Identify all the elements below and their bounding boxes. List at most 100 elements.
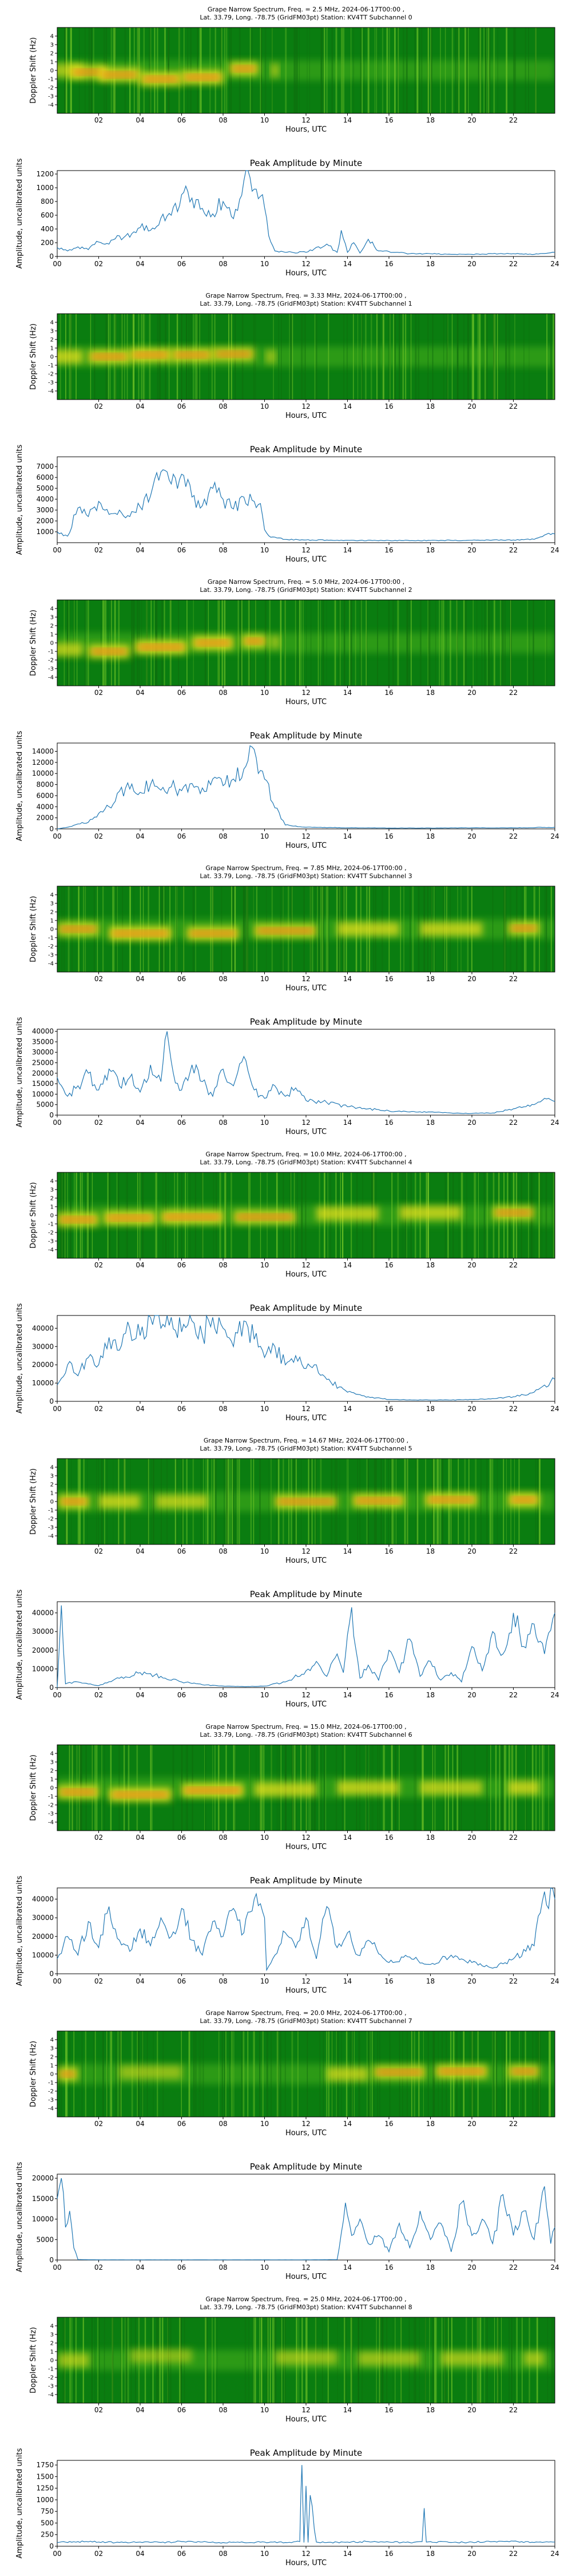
amplitude-xtick-label: 00 — [53, 832, 61, 840]
amplitude-xtick-label: 02 — [94, 260, 103, 268]
spectrogram-streak — [110, 600, 112, 686]
amplitude-xtick-label: 14 — [343, 1119, 352, 1127]
spectrogram-streak — [394, 27, 396, 113]
spectrogram-title-line1: Grape Narrow Spectrum, Freq. = 20.0 MHz,… — [205, 2009, 406, 2017]
spectrogram-streak — [155, 1172, 157, 1258]
spectrogram-streak — [224, 1459, 225, 1544]
spectrogram-streak — [151, 1459, 152, 1544]
spectrogram-streak — [226, 1172, 227, 1258]
amplitude-ytick-label: 20000 — [32, 1646, 54, 1654]
amplitude-ytick-label: 8000 — [36, 781, 54, 789]
spectrogram-band-core — [61, 1499, 86, 1504]
spectrogram-streak — [506, 1459, 507, 1544]
amplitude-xtick-label: 10 — [260, 1977, 269, 1985]
spectrogram-streak — [225, 2031, 227, 2117]
spectrogram-streak — [175, 886, 177, 972]
amplitude-ytick-label: 15000 — [32, 1080, 54, 1088]
spectrogram-streak — [365, 314, 367, 400]
spectrogram-xtick-label: 10 — [260, 116, 269, 124]
spectrogram-xtick-label: 16 — [384, 2406, 393, 2414]
amplitude-xtick-label: 22 — [509, 1119, 518, 1127]
amplitude-xtick-label: 12 — [301, 1977, 310, 1985]
spectrogram-streak — [366, 600, 367, 686]
spectrogram-ytick-label: 0 — [50, 68, 54, 74]
spectrogram-streak — [105, 600, 106, 686]
spectrogram-streak — [406, 600, 408, 686]
amplitude-xtick-label: 24 — [550, 260, 559, 268]
spectrogram-streak — [479, 314, 481, 400]
amplitude-xtick-label: 18 — [426, 1691, 435, 1699]
spectrogram-band-core — [73, 70, 104, 74]
spectrogram-streak — [305, 1172, 307, 1258]
spectrogram-streak — [493, 27, 495, 113]
amplitude-ytick-label: 2000 — [36, 814, 54, 822]
spectrogram-xtick-label: 18 — [426, 689, 435, 697]
spectrogram-xtick-label: 18 — [426, 975, 435, 983]
spectrogram-streak — [467, 314, 468, 400]
spectrogram-title-line1: Grape Narrow Spectrum, Freq. = 3.33 MHz,… — [205, 292, 406, 299]
spectrogram-streak — [480, 1459, 482, 1544]
spectrogram-streak — [542, 1745, 543, 1831]
spectrogram-streak — [355, 600, 356, 686]
spectrogram-streak — [273, 2317, 275, 2403]
spectrogram-streak — [463, 600, 465, 686]
amplitude-ytick-label: 20000 — [32, 1933, 54, 1941]
spectrogram-band-core — [164, 1215, 220, 1219]
spectrogram-streak — [115, 2031, 117, 2117]
spectrogram-streak — [485, 27, 487, 113]
spectrogram-streak — [397, 1172, 399, 1258]
spectrogram-streak — [546, 600, 547, 686]
spectrogram-ylabel: Doppler Shift (Hz) — [29, 1182, 38, 1249]
spectrogram-ytick-label: -4 — [48, 675, 54, 681]
spectrogram-ytick-label: 4 — [50, 2037, 54, 2044]
spectrogram-streak — [248, 2317, 249, 2403]
spectrogram-title-line2: Lat. 33.79, Long. -78.75 (GridFM03pt) St… — [200, 1445, 412, 1452]
spectrogram-streak — [456, 314, 459, 400]
spectrogram-streak — [543, 1745, 545, 1831]
spectrogram-band-core — [356, 1498, 402, 1503]
spectrogram-streak — [259, 2031, 261, 2117]
spectrogram-band — [523, 2352, 545, 2365]
spectrogram-ytick-label: -1 — [48, 1794, 54, 1800]
spectrogram-xtick-label: 12 — [301, 1547, 310, 1555]
spectrogram-title-line2: Lat. 33.79, Long. -78.75 (GridFM03pt) St… — [200, 2017, 412, 2025]
spectrogram-streak — [492, 2031, 494, 2117]
spectrogram-band-core — [376, 2070, 422, 2075]
amplitude-ytick-label: 0 — [49, 2542, 54, 2550]
spectrogram-streak — [456, 600, 458, 686]
amplitude-ylabel: Amplitude, uncalibrated units — [15, 1589, 24, 1700]
spectrogram-streak — [386, 27, 388, 113]
spectrogram-streak — [327, 886, 329, 972]
spectrogram-streak — [268, 1459, 269, 1544]
spectrogram-xtick-label: 22 — [509, 975, 518, 983]
spectrogram-streak — [345, 2317, 347, 2403]
spectrogram-streak — [225, 1172, 227, 1258]
amplitude-ytick-label: 3000 — [36, 506, 54, 514]
spectrogram-streak — [495, 2031, 498, 2117]
spectrogram-streak — [253, 2317, 255, 2403]
spectrogram-streak — [339, 600, 341, 686]
amplitude-xtick-label: 04 — [136, 2550, 144, 2558]
amplitude-ytick-label: 200 — [41, 239, 54, 247]
amplitude-xtick-label: 24 — [550, 2263, 559, 2271]
spectrogram-band-core — [174, 353, 209, 357]
spectrogram-xtick-label: 16 — [384, 1547, 393, 1555]
spectrogram-streak — [280, 2031, 281, 2117]
spectrogram-streak — [479, 27, 482, 113]
amplitude-ytick-label: 30000 — [32, 1048, 54, 1056]
amplitude-ytick-label: 0 — [49, 825, 54, 833]
spectrogram-content — [57, 886, 555, 972]
spectrogram-streak — [291, 2031, 293, 2117]
spectrogram-streak — [343, 600, 345, 686]
panel-pair-1: Grape Narrow Spectrum, Freq. = 3.33 MHz,… — [15, 292, 559, 564]
spectrogram-xtick-label: 02 — [94, 2120, 103, 2128]
spectrogram-streak — [344, 2317, 345, 2403]
spectrogram-streak — [440, 27, 441, 113]
spectrogram-xtick-label: 20 — [467, 402, 476, 410]
spectrogram-streak — [227, 1459, 229, 1544]
amplitude-xtick-label: 02 — [94, 2550, 103, 2558]
spectrogram-streak — [486, 1172, 488, 1258]
spectrogram-streak — [272, 2317, 273, 2403]
